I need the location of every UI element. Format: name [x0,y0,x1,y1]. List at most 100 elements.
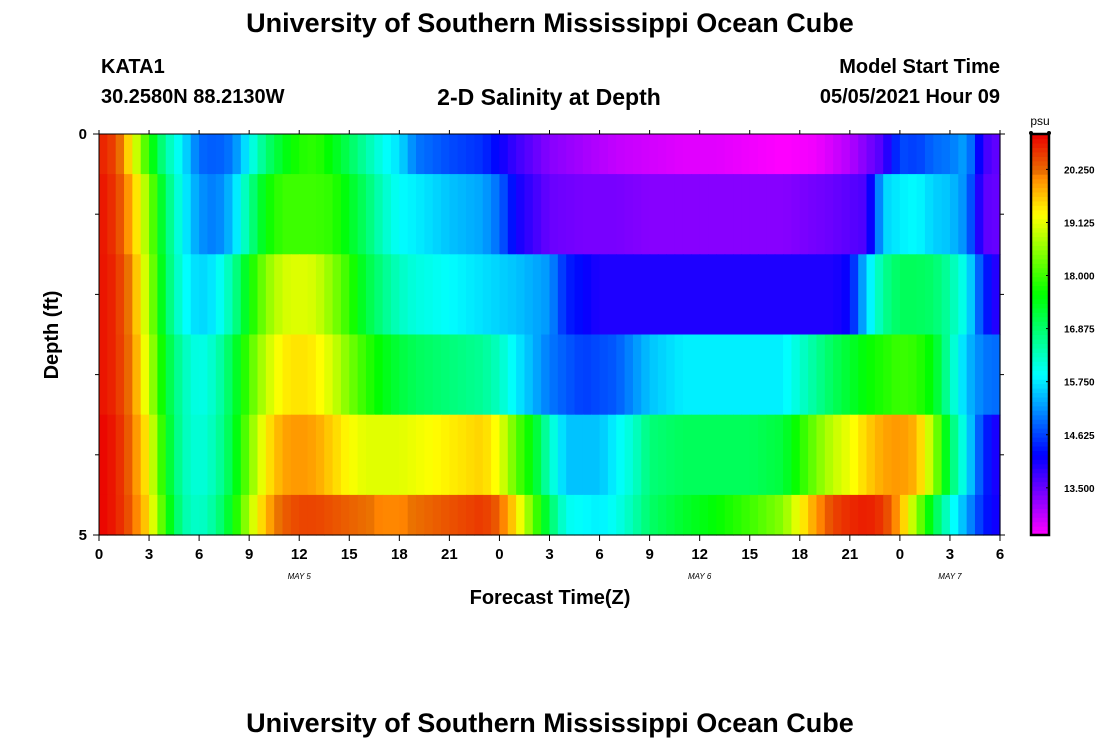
heatmap-cell [566,134,576,175]
heatmap-cell [290,414,300,496]
colorbar-swatch [1031,298,1049,304]
heatmap-cell [140,174,150,255]
heatmap-cell [666,134,676,175]
x-tick-label: 9 [645,546,653,563]
colorbar-swatch [1031,526,1049,532]
heatmap-cell [499,494,509,536]
heatmap-cell [708,334,717,416]
heatmap-cell [315,254,325,336]
heatmap-cell [390,134,400,175]
heatmap-cell [566,254,576,336]
heatmap-cell [916,134,926,175]
heatmap-cell [574,254,584,336]
heatmap-cell [774,414,784,496]
heatmap-cell [290,174,300,255]
heatmap-cell [691,334,701,416]
heatmap-cell [149,414,158,496]
heatmap-cell [257,134,267,175]
heatmap-cell [107,414,117,496]
heatmap-cell [749,494,759,536]
heatmap-cell [157,174,167,255]
heatmap-cell [557,414,567,496]
heatmap-cell [365,174,375,255]
heatmap-cell [849,254,859,336]
heatmap-cell [482,334,492,416]
heatmap-cell [441,254,450,336]
heatmap-cell [591,174,601,255]
colorbar-swatch [1031,321,1049,327]
heatmap-cell [966,414,976,496]
heatmap-cell [974,134,984,175]
heatmap-cell [499,414,509,496]
heatmap-cell [274,254,284,336]
colorbar-swatch [1031,503,1049,509]
heatmap-cell [816,414,826,496]
heatmap-cell [783,134,793,175]
heatmap-cell [482,414,492,496]
heatmap-cell [941,254,951,336]
heatmap-cell [124,414,133,496]
colorbar-corner-dot [1047,131,1051,135]
heatmap-cell [991,494,1001,536]
heatmap-cell [307,494,317,536]
heatmap-cell [382,254,392,336]
heatmap-cell [924,334,934,416]
heatmap-cell [566,174,576,255]
heatmap-cell [349,414,359,496]
colorbar-swatch [1031,294,1049,300]
heatmap-cell [899,174,909,255]
heatmap-cell [674,134,684,175]
heatmap-cell [991,174,1001,255]
heatmap-cell [983,494,993,536]
heatmap-cell [933,134,943,175]
heatmap-cell [657,174,667,255]
heatmap-cell [641,174,651,255]
heatmap-cell [407,414,417,496]
heatmap-cell [315,134,325,175]
heatmap-cell [199,134,209,175]
heatmap-cell [315,414,325,496]
colorbar-swatch [1031,459,1049,465]
heatmap-cell [758,334,767,416]
heatmap-cell [115,494,125,536]
heatmap-cell [124,494,133,536]
x-tick-label: 0 [95,546,103,563]
colorbar-swatch [1031,361,1049,367]
heatmap-cell [908,494,918,536]
heatmap-cell [290,334,300,416]
heatmap-cell [257,254,267,336]
heatmap-cell [691,174,701,255]
heatmap-cell [741,494,751,536]
heatmap-cell [107,134,117,175]
colorbar-swatch [1031,200,1049,206]
y-axis-label: Depth (ft) [41,291,63,380]
colorbar-swatch [1031,138,1049,144]
colorbar-swatch [1031,254,1049,260]
x-tick-label: 21 [441,546,458,563]
heatmap-cell [841,494,851,536]
colorbar-swatch [1031,512,1049,518]
heatmap-cell [190,414,200,496]
colorbar-swatch [1031,289,1049,295]
heatmap-cell [774,174,784,255]
colorbar-swatch [1031,267,1049,273]
colorbar-swatch [1031,214,1049,220]
heatmap-cell [749,254,759,336]
colorbar-swatch [1031,481,1049,487]
colorbar-swatch [1031,312,1049,318]
heatmap-cell [682,254,692,336]
heatmap-cell [899,134,909,175]
heatmap-cell [199,334,209,416]
heatmap-cell [157,334,167,416]
heatmap-cell [741,174,751,255]
heatmap-cell [107,334,117,416]
heatmap-cell [607,254,617,336]
heatmap-cell [474,254,484,336]
heatmap-cell [983,174,993,255]
heatmap-cell [332,134,342,175]
x-tick-label: 0 [495,546,503,563]
heatmap-cell [883,254,893,336]
heatmap-cell [958,494,968,536]
heatmap-cell [674,334,684,416]
heatmap-cell [507,254,517,336]
